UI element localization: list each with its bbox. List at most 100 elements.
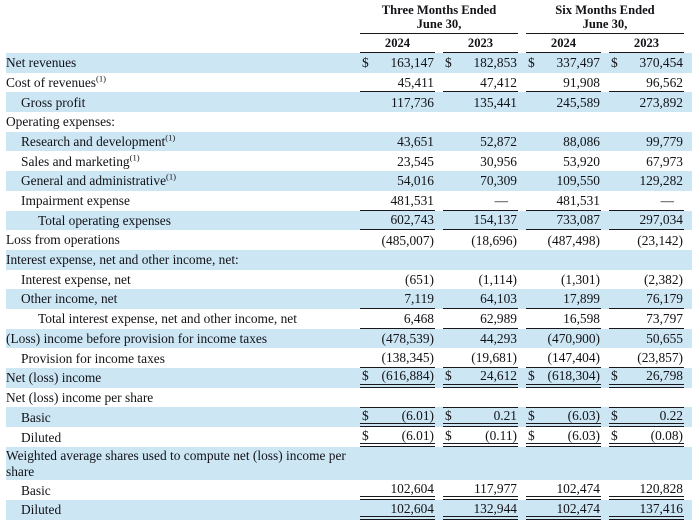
dollar-sign: $ bbox=[611, 368, 618, 384]
value-cell: 54,016 bbox=[360, 171, 435, 191]
value-cell: 43,651 bbox=[360, 132, 435, 152]
cell-value: (147,404) bbox=[547, 350, 600, 366]
cell-value: (618,304) bbox=[547, 368, 600, 384]
value-cell: 64,103 bbox=[443, 289, 518, 309]
table-row: Other income, net 7,119 64,103 17,899 76,179 bbox=[6, 289, 692, 309]
value-cell: (23,142) bbox=[609, 230, 684, 250]
dollar-sign: $ bbox=[528, 368, 535, 384]
value-cell: $24,612 bbox=[443, 368, 518, 388]
value-cell: 52,872 bbox=[443, 132, 518, 152]
cell-value: (2,382) bbox=[643, 271, 683, 287]
dollar-sign: $ bbox=[528, 408, 535, 424]
value-cell bbox=[443, 112, 518, 132]
row-label: Sales and marketing(1) bbox=[21, 152, 140, 169]
cell-value: (0.08) bbox=[650, 427, 683, 443]
year-header-row: 2024 2023 2024 2023 bbox=[6, 34, 692, 53]
table-row: Basic $ (6.01) $0.21 $ (6.03) $0.22 bbox=[6, 407, 692, 428]
cell-value: 154,137 bbox=[473, 212, 517, 228]
table-body: Net revenues $163,147 $182,853 $337,497 $370… bbox=[6, 53, 692, 520]
cell-value: (18,696) bbox=[471, 232, 517, 248]
value-cell: 62,989 bbox=[443, 309, 518, 329]
value-cell: $0.22 bbox=[609, 407, 684, 428]
cell-value: (19,681) bbox=[471, 350, 517, 366]
year-column-header: 2024 bbox=[526, 34, 601, 53]
dollar-sign: $ bbox=[611, 427, 618, 443]
value-cell bbox=[526, 112, 601, 132]
row-label: Cost of revenues(1) bbox=[6, 73, 107, 90]
value-cell: 481,531 bbox=[360, 191, 435, 211]
table-row: (Loss) income before provision for incom… bbox=[6, 328, 692, 349]
dollar-sign: $ bbox=[528, 427, 535, 443]
row-label: Basic bbox=[21, 482, 51, 498]
group-title-line2: June 30, bbox=[582, 16, 628, 31]
cell-value: 96,562 bbox=[646, 74, 683, 90]
table-row: Cost of revenues(1) 45,411 47,412 91,908 96,… bbox=[6, 73, 692, 93]
value-cell: (485,007) bbox=[360, 230, 435, 250]
value-cell: 297,034 bbox=[609, 211, 684, 231]
table-row: Loss from operations (485,007) (18,696) (48… bbox=[6, 230, 692, 250]
row-label: Diluted bbox=[21, 429, 62, 445]
value-cell: 117,977 bbox=[443, 480, 518, 501]
value-cell: (478,539) bbox=[360, 329, 435, 349]
value-cell: (2,382) bbox=[609, 270, 684, 290]
cell-value: 52,872 bbox=[480, 134, 517, 150]
value-cell: $337,497 bbox=[526, 53, 601, 73]
cell-value: 88,086 bbox=[563, 134, 600, 150]
cell-value: 44,293 bbox=[480, 330, 517, 346]
value-cell: 99,779 bbox=[609, 132, 684, 152]
cell-value: 182,853 bbox=[473, 55, 517, 71]
value-cell: 50,655 bbox=[609, 329, 684, 349]
dollar-sign: $ bbox=[362, 408, 369, 424]
value-cell: $ (6.01) bbox=[360, 407, 435, 428]
value-cell: 16,598 bbox=[526, 309, 601, 329]
value-cell bbox=[609, 388, 684, 408]
cell-value: 70,309 bbox=[480, 173, 517, 189]
row-label: Total operating expenses bbox=[38, 212, 171, 228]
cell-value: 67,973 bbox=[646, 153, 683, 169]
cell-value: 132,944 bbox=[473, 500, 517, 516]
cell-value: 73,797 bbox=[646, 310, 683, 326]
cell-value: (138,345) bbox=[381, 350, 434, 366]
cell-value: 23,545 bbox=[397, 153, 434, 169]
value-cell: 45,411 bbox=[360, 73, 435, 93]
value-cell bbox=[609, 447, 684, 480]
cell-value: 120,828 bbox=[639, 480, 683, 496]
group-title-line1: Six Months Ended bbox=[555, 3, 655, 17]
cell-value: (6.03) bbox=[567, 427, 600, 443]
table-row: Net (loss) income $ (616,884) $24,612 $ (618,… bbox=[6, 368, 692, 388]
cell-value: (0.11) bbox=[485, 427, 517, 443]
cell-value: 102,474 bbox=[556, 480, 600, 496]
value-cell: $ (6.03) bbox=[526, 427, 601, 448]
dollar-sign: $ bbox=[362, 368, 369, 384]
row-label: Net revenues bbox=[6, 55, 77, 71]
value-cell: (1,301) bbox=[526, 270, 601, 290]
label-column-spacer bbox=[6, 2, 352, 34]
value-cell: 91,908 bbox=[526, 73, 601, 93]
value-cell: 23,545 bbox=[360, 151, 435, 171]
value-cell bbox=[360, 447, 435, 480]
cell-value: 54,016 bbox=[397, 173, 434, 189]
row-label: Loss from operations bbox=[6, 232, 120, 248]
footnote-ref: (1) bbox=[129, 152, 140, 163]
table-row: Operating expenses: bbox=[6, 112, 692, 132]
cell-value: 53,920 bbox=[563, 153, 600, 169]
row-label: Net (loss) income per share bbox=[6, 389, 154, 405]
table-row: Weighted average shares used to compute … bbox=[6, 447, 692, 481]
value-cell: 88,086 bbox=[526, 132, 601, 152]
value-cell: 7,119 bbox=[360, 289, 435, 309]
year-column-header: 2024 bbox=[360, 34, 435, 53]
cell-value: 370,454 bbox=[639, 55, 683, 71]
cell-value: — bbox=[494, 192, 508, 208]
cell-value: 297,034 bbox=[639, 212, 683, 228]
value-cell bbox=[360, 388, 435, 408]
value-cell: 602,743 bbox=[360, 211, 435, 231]
cell-value: (478,539) bbox=[381, 330, 434, 346]
table-row: Interest expense, net (651) (1,114) (1,301)… bbox=[6, 270, 692, 290]
row-label: Weighted average shares used to compute … bbox=[6, 448, 346, 480]
row-label: (Loss) income before provision for incom… bbox=[6, 330, 268, 346]
cell-value: (6.01) bbox=[401, 408, 434, 424]
cell-value: 43,651 bbox=[397, 134, 434, 150]
value-cell: 135,441 bbox=[443, 92, 518, 112]
cell-value: 137,416 bbox=[639, 500, 683, 516]
value-cell: $370,454 bbox=[609, 53, 684, 73]
